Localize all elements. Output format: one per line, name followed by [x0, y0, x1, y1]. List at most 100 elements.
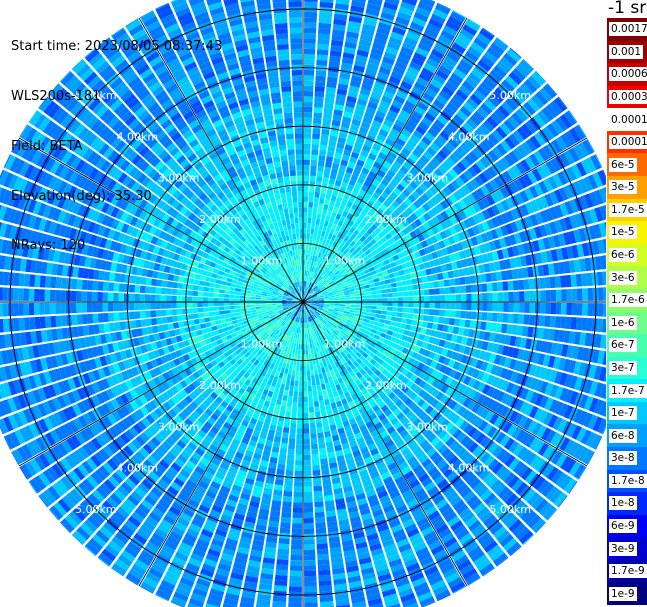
- ray-gate: [52, 482, 65, 497]
- ray-gate: [288, 313, 293, 319]
- ray-gate: [295, 305, 300, 310]
- ppi-rays: [0, 0, 606, 607]
- ray-gate: [246, 410, 254, 418]
- ray-gate: [333, 322, 339, 327]
- ray-gate: [494, 87, 508, 100]
- ray-gate: [123, 498, 137, 511]
- ray-gate: [124, 477, 137, 490]
- ray-gate: [421, 67, 434, 78]
- ray-gate: [399, 179, 409, 188]
- ray-gate: [375, 246, 383, 253]
- ray-gate: [296, 306, 301, 311]
- ray-gate: [277, 393, 283, 400]
- ray-gate: [284, 368, 289, 375]
- ray-gate: [468, 329, 475, 338]
- ray-gate: [303, 186, 309, 192]
- ray-gate: [163, 514, 176, 526]
- ray-gate: [344, 425, 352, 433]
- ray-gate: [225, 404, 234, 413]
- ray-gate: [392, 343, 400, 350]
- ray-gate: [362, 451, 372, 460]
- ray-gate: [395, 317, 402, 323]
- ray-gate: [126, 414, 137, 426]
- ray-gate: [322, 292, 328, 296]
- ray-gate: [532, 352, 541, 364]
- ray-gate: [314, 96, 324, 103]
- ray-gate: [298, 317, 301, 323]
- ray-gate: [381, 178, 390, 187]
- ray-gate: [148, 567, 164, 579]
- ray-gate: [469, 477, 482, 490]
- ray-gate: [347, 328, 354, 334]
- ray-gate: [500, 140, 512, 153]
- ray-gate: [360, 262, 367, 268]
- ray-gate: [433, 242, 441, 251]
- ray-gate: [334, 152, 342, 160]
- ray-gate: [557, 495, 568, 508]
- ray-gate: [388, 391, 396, 400]
- ray-gate: [385, 380, 393, 388]
- ray-gate: [347, 462, 357, 470]
- ray-gate: [406, 498, 419, 509]
- ray-gate: [475, 160, 486, 172]
- ray-gate: [463, 101, 476, 114]
- ray-gate: [136, 528, 150, 541]
- ray-gate: [421, 276, 428, 283]
- ray-gate: [444, 207, 454, 218]
- ray-gate: [523, 79, 538, 93]
- ray-gate: [315, 289, 321, 294]
- ray-gate: [313, 304, 319, 306]
- ray-gate: [338, 518, 350, 526]
- ray-gate: [386, 311, 393, 316]
- ray-gate: [557, 171, 568, 186]
- ray-gate: [386, 330, 394, 336]
- ray-gate: [295, 454, 303, 461]
- ray-gate: [362, 23, 376, 32]
- ray-gate: [594, 256, 602, 270]
- ray-gate: [330, 130, 339, 137]
- ray-gate: [529, 214, 539, 227]
- ray-gate: [319, 321, 325, 327]
- ray-gate: [238, 424, 247, 432]
- ray-gate: [453, 114, 465, 125]
- ray-gate: [131, 511, 145, 524]
- ray-gate: [360, 274, 367, 280]
- ray-gate: [168, 506, 181, 517]
- ray-gate: [222, 602, 238, 607]
- ray-gate: [450, 302, 456, 310]
- ray-gate: [355, 246, 362, 253]
- ray-gate: [280, 522, 291, 529]
- ray-gate: [483, 77, 497, 90]
- ray-gate: [334, 395, 341, 403]
- ray-gate: [367, 0, 383, 7]
- ray-gate: [392, 307, 398, 312]
- ray-gate: [360, 252, 367, 259]
- ray-gate: [306, 293, 310, 299]
- ray-gate: [329, 272, 335, 278]
- ray-gate: [133, 533, 147, 545]
- ray-gate: [349, 240, 356, 247]
- ray-gate: [461, 258, 468, 268]
- ray-gate: [412, 418, 422, 427]
- ray-gate: [477, 532, 492, 545]
- ray-gate: [425, 328, 432, 336]
- ray-gate: [492, 146, 503, 159]
- ray-gate: [515, 429, 527, 442]
- ray-gate: [140, 550, 155, 562]
- ray-gate: [392, 471, 403, 481]
- ray-gate: [337, 244, 344, 251]
- ray-gate: [307, 338, 310, 344]
- ray-gate: [363, 224, 370, 232]
- ray-gate: [308, 299, 314, 301]
- ray-gate: [291, 353, 295, 360]
- ray-gate: [367, 252, 374, 259]
- ray-gate: [415, 125, 427, 136]
- ray-gate: [380, 11, 395, 21]
- ray-gate: [359, 562, 373, 570]
- ray-gate: [355, 136, 365, 145]
- ray-gate: [303, 454, 311, 461]
- ray-gate: [94, 468, 107, 482]
- ray-gate: [549, 369, 558, 383]
- ray-gate: [177, 492, 189, 503]
- ray-gate: [333, 261, 339, 267]
